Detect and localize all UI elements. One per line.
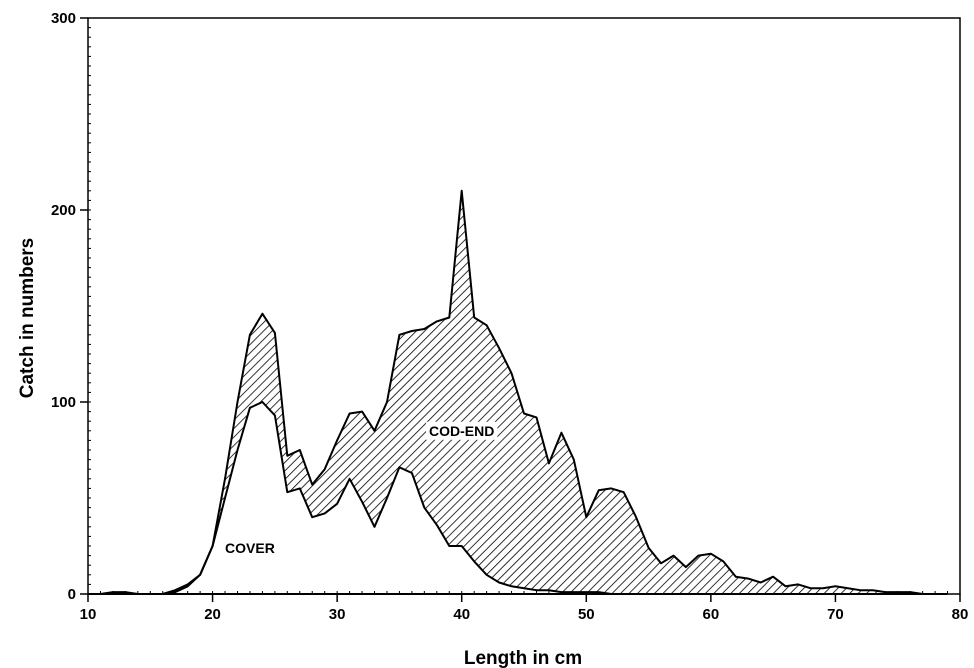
annotation-background: [426, 421, 498, 440]
x-tick-label: 20: [204, 606, 221, 623]
y-tick-label: 100: [51, 394, 76, 411]
x-tick-label: 50: [578, 606, 595, 623]
x-tick-label: 80: [952, 606, 969, 623]
y-tick-label: 0: [68, 586, 76, 603]
annotation-cover: COVER: [225, 540, 275, 556]
annotation-cod-end: COD-END: [429, 423, 494, 439]
x-tick-label: 70: [827, 606, 844, 623]
x-tick-label: 40: [453, 606, 470, 623]
y-tick-label: 300: [51, 10, 76, 27]
x-axis-title: Length in cm: [464, 648, 582, 668]
y-axis-title: Catch in numbers: [17, 238, 38, 398]
y-tick-label: 200: [51, 202, 76, 219]
x-tick-label: 30: [329, 606, 346, 623]
x-tick-label: 60: [703, 606, 720, 623]
x-tick-label: 10: [80, 606, 97, 623]
series-line-cod-end: [88, 189, 948, 595]
